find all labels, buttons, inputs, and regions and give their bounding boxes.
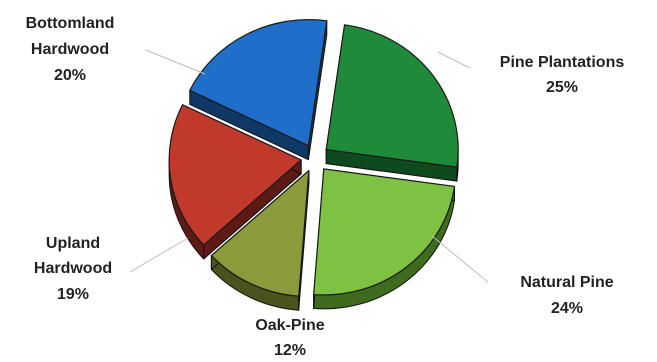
label-upland-hardwood-line1: Upland bbox=[46, 235, 100, 252]
label-natural-pine-value: 24% bbox=[551, 300, 583, 317]
leader-natural-pine bbox=[431, 235, 489, 283]
label-oak-pine-value: 12% bbox=[274, 342, 306, 359]
leader-lines bbox=[129, 49, 489, 283]
label-natural-pine-name: Natural Pine bbox=[520, 274, 613, 291]
label-upland-hardwood-line2: Hardwood bbox=[34, 260, 112, 277]
label-upland-hardwood-value: 19% bbox=[57, 286, 89, 303]
leader-bottomland-hardwood bbox=[145, 49, 206, 75]
label-bottomland-hardwood-line2: Hardwood bbox=[31, 41, 109, 58]
slice-pine-plantations bbox=[325, 24, 459, 168]
label-pine-plantations-name: Pine Plantations bbox=[500, 54, 625, 71]
slice-bottomland-hardwood bbox=[189, 19, 328, 147]
label-oak-pine-name: Oak-Pine bbox=[255, 317, 324, 334]
slice-upland-hardwood bbox=[168, 104, 302, 246]
label-bottomland-hardwood-line1: Bottomland bbox=[26, 15, 115, 32]
leader-pine-plantations bbox=[437, 51, 471, 69]
label-pine-plantations-value: 25% bbox=[546, 79, 578, 96]
slice-oak-pine bbox=[210, 169, 310, 297]
slice-natural-pine bbox=[313, 168, 456, 296]
label-bottomland-hardwood-value: 20% bbox=[54, 67, 86, 84]
slice-tops bbox=[168, 19, 459, 297]
leader-upland-hardwood bbox=[129, 237, 189, 273]
slice-labels: Bottomland Hardwood 20% Pine Plantations… bbox=[26, 15, 625, 359]
